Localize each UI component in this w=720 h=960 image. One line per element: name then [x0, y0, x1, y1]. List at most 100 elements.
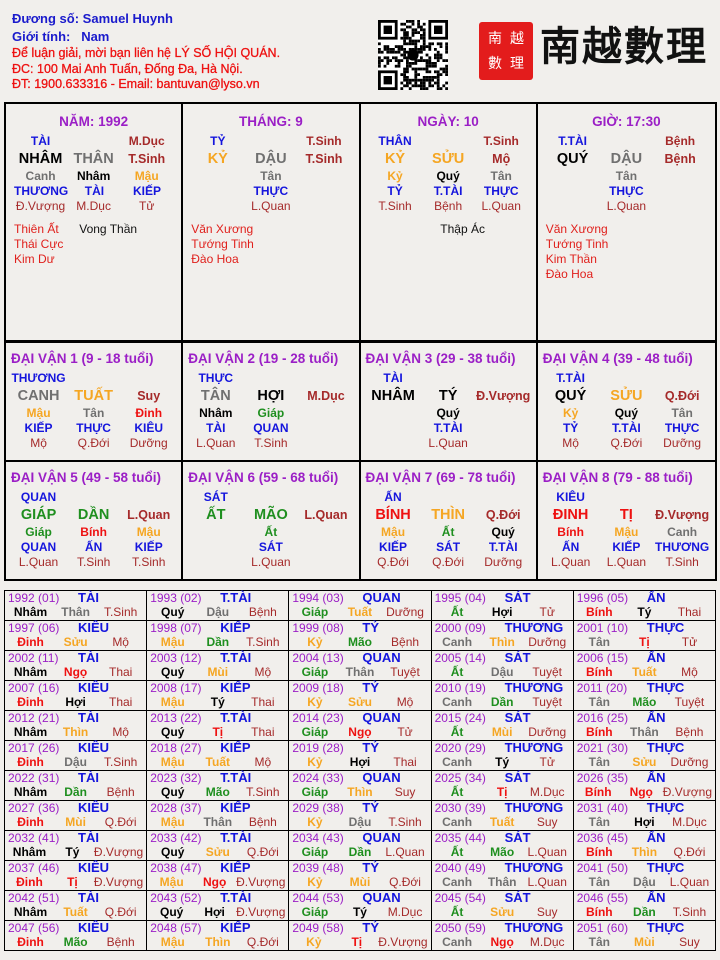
year-stage: Bệnh: [248, 815, 277, 829]
stars-list: Thiên Ất Thái Cực Kim Dư Vong Thần: [14, 222, 173, 267]
year-stem: Nhâm: [13, 665, 48, 679]
year-ten-god: TỶ: [362, 740, 379, 755]
annual-luck-table: 1992 (01) TÀI Nhâm Thân T.Sinh 1993 (02) T.TÀI…: [3, 590, 717, 951]
star-name: Kim Dư: [14, 252, 55, 266]
year-label: 2048 (57): [150, 921, 202, 935]
ten-god-label: T.TÀI: [558, 134, 587, 148]
year-cell: 2041 (50) THỰC Tân Dậu L.Quan: [572, 860, 717, 891]
year-branch: Tý: [352, 905, 367, 919]
year-stem: Canh: [442, 695, 473, 709]
year-label: 2015 (24): [434, 711, 486, 725]
heavenly-stem: NHÂM: [371, 388, 415, 404]
year-ten-god: KIẾP: [220, 800, 251, 815]
year-cell: 2010 (19) THƯƠNG Canh Dần Tuyệt: [430, 680, 574, 711]
year-stage: Suy: [679, 935, 700, 949]
hidden-stem: Mậu: [381, 525, 406, 539]
year-cell: 2006 (15) ẤN Bính Tuất Mộ: [572, 650, 717, 681]
year-stem: Mậu: [159, 875, 184, 889]
year-stem: Đinh: [16, 875, 43, 889]
year-cell: 2033 (42) T.TÀI Quý Sửu Q.Đới: [146, 830, 290, 861]
year-ten-god: KIẾP: [220, 860, 251, 875]
year-ten-god: TÀI: [78, 710, 99, 725]
hidden-stem: Quý: [614, 406, 639, 420]
year-cell: 2035 (44) SÁT Ất Mão L.Quan: [430, 830, 574, 861]
hidden-ten-god: THỰC: [609, 184, 644, 198]
year-cell: 2001 (10) THỰC Tân Tị Tử: [572, 620, 717, 651]
year-branch: Ngọ: [202, 875, 227, 889]
brand-calligraphy-logo: 南越數理: [540, 23, 708, 70]
heavenly-stem: ẤT: [206, 507, 226, 523]
ten-god-label: THỰC: [198, 371, 234, 385]
year-stage: Thai: [108, 665, 133, 679]
contact-line: Để luận giải, mời bạn liên hệ LÝ SỐ HỘI …: [12, 46, 281, 60]
year-stem: Nhâm: [13, 905, 48, 919]
ten-god-label: THƯƠNG: [11, 371, 66, 385]
year-ten-god: QUAN: [362, 830, 401, 845]
year-cell: 1997 (06) KIÊU Đinh Sửu Mộ: [3, 620, 148, 651]
cell-row: L.Quan L.Quan T.Sinh: [543, 555, 710, 570]
hidden-ten-god: TÀI: [206, 421, 226, 435]
hidden-stage: Q.Đới: [377, 555, 409, 569]
year-stem: Giáp: [301, 605, 329, 619]
dai-van-cell: ĐẠI VẬN 6 (59 - 68 tuổi) SÁT ẤT MÃO L.Quan Ất…: [183, 462, 361, 581]
year-ten-god: QUAN: [362, 890, 401, 905]
cell-row: Bính Mậu Canh: [543, 525, 710, 540]
cell-row: TÀI: [366, 371, 531, 386]
year-cell: 2047 (56) KIÊU Đinh Mão Bệnh: [3, 920, 148, 951]
year-branch: Mùi: [491, 725, 513, 739]
year-stem: Đinh: [17, 755, 44, 769]
year-branch: Ngọ: [490, 935, 514, 949]
year-cell: 2049 (58) TỶ Kỷ Tị Đ.Vượng: [288, 920, 432, 951]
year-branch: Mão: [347, 635, 372, 649]
hidden-stem: Tân: [490, 169, 512, 183]
stem-stage: T.Sinh: [306, 134, 342, 148]
qr-code[interactable]: [378, 20, 448, 90]
year-label: 1998 (07): [150, 621, 202, 635]
year-cell: 1996 (05) ẤN Bính Tý Thai: [572, 590, 717, 621]
year-cell: 2040 (49) THƯƠNG Canh Thân L.Quan: [430, 860, 574, 891]
year-stage: Tử: [397, 725, 413, 739]
year-stage: Bệnh: [106, 785, 135, 799]
earthly-branch: THÂN: [73, 151, 114, 167]
heavenly-stem: BÍNH: [375, 507, 411, 523]
year-branch: Dần: [206, 635, 230, 649]
phone-email-line: ĐT: 1900.633316 - Email: bantuvan@lyso.v…: [12, 77, 260, 91]
year-label: 2024 (33): [292, 771, 344, 785]
year-branch: Sửu: [490, 905, 515, 919]
year-stage: L.Quan: [527, 875, 567, 889]
branch-stage: Suy: [137, 389, 161, 403]
year-stage: T.Sinh: [388, 815, 422, 829]
year-stage: Q.Đới: [104, 905, 137, 919]
year-cell: 2002 (11) TÀI Nhâm Ngọ Thai: [3, 650, 148, 681]
year-branch: Hợi: [634, 815, 655, 829]
year-branch: Thìn: [205, 935, 231, 949]
star-name: Tướng Tinh: [545, 237, 609, 251]
year-cell: 2029 (38) TỶ Kỷ Dậu T.Sinh: [288, 800, 432, 831]
year-ten-god: THƯƠNG: [504, 920, 564, 935]
year-ten-god: ẤN: [646, 770, 666, 785]
year-cell: 2038 (47) KIẾP Mậu Ngọ Đ.Vượng: [146, 860, 290, 891]
year-ten-god: ẤN: [646, 710, 666, 725]
year-ten-god: QUAN: [362, 650, 401, 665]
hidden-stage: T.Sinh: [378, 199, 412, 213]
year-cell: 2030 (39) THƯƠNG Canh Tuất Suy: [430, 800, 574, 831]
seal-glyph: 數: [488, 55, 502, 72]
cell-title: NĂM: 1992: [59, 114, 129, 129]
year-label: 2027 (36): [8, 801, 60, 815]
cell-row: Mậu Ất Quý: [366, 525, 531, 540]
year-ten-god: SÁT: [504, 890, 531, 905]
year-label: 2001 (10): [576, 621, 629, 635]
cell-row: ẤT MÃO L.Quan: [188, 505, 353, 525]
hidden-stage: Q.Đới: [610, 436, 643, 450]
year-stage: Bệnh: [248, 605, 277, 619]
hidden-stem: Mậu: [136, 525, 161, 539]
cell-row: THỰC: [188, 371, 353, 386]
cell-row: ẤN KIẾP THƯƠNG: [543, 540, 710, 555]
table-row: 1992 (01) TÀI Nhâm Thân T.Sinh 1993 (02) T.TÀI…: [3, 590, 717, 621]
ten-god-label: TỶ: [210, 134, 226, 148]
year-cell: 2009 (18) TỶ Kỷ Sửu Mộ: [288, 680, 432, 711]
table-row: 2022 (31) TÀI Nhâm Dần Bệnh 2023 (32) T.TÀI Quý…: [3, 770, 717, 801]
star-name: Thiên Ất: [14, 222, 59, 236]
ten-god-label: SÁT: [203, 490, 228, 504]
star-name: Thái Cực: [14, 237, 64, 251]
